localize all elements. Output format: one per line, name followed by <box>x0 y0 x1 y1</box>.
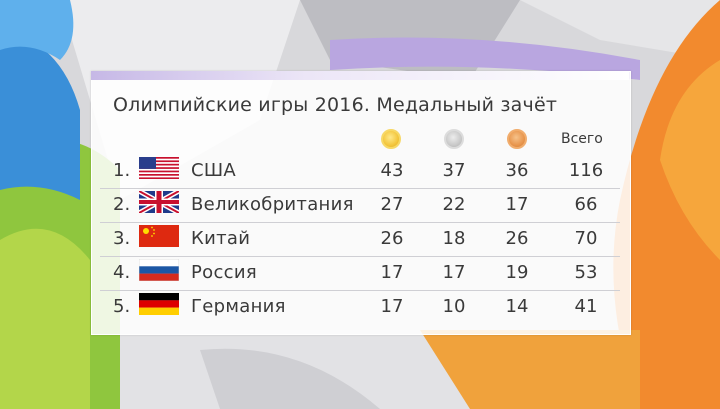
row-divider <box>100 256 620 257</box>
china-flag-icon <box>139 225 179 247</box>
rank: 1. <box>113 160 131 181</box>
country-name: Германия <box>191 296 286 317</box>
country-name: США <box>191 160 237 181</box>
russia-flag-icon <box>139 259 179 281</box>
bronze-count: 26 <box>505 228 529 249</box>
bronze-count: 36 <box>505 160 529 181</box>
table-row: 2. Великобритания 27 22 17 66 <box>0 191 720 228</box>
row-divider <box>100 290 620 291</box>
table-row: 1. США 43 37 36 116 <box>0 157 720 194</box>
silver-count: 10 <box>442 296 466 317</box>
bronze-count: 14 <box>505 296 529 317</box>
total-count: 70 <box>574 228 598 249</box>
gold-count: 17 <box>380 296 404 317</box>
row-divider <box>100 188 620 189</box>
gold-count: 26 <box>380 228 404 249</box>
gold-count: 27 <box>380 194 404 215</box>
country-name: Россия <box>191 262 257 283</box>
gold-medal-icon <box>381 129 401 149</box>
bronze-count: 17 <box>505 194 529 215</box>
total-count: 41 <box>574 296 598 317</box>
silver-count: 37 <box>442 160 466 181</box>
gold-count: 43 <box>380 160 404 181</box>
panel-accent-bar <box>91 71 629 80</box>
bronze-medal-icon <box>507 129 527 149</box>
medal-table-panel <box>91 71 631 335</box>
silver-count: 18 <box>442 228 466 249</box>
uk-flag-icon <box>139 191 179 213</box>
silver-count: 17 <box>442 262 466 283</box>
bronze-count: 19 <box>505 262 529 283</box>
total-count: 116 <box>568 160 604 181</box>
country-name: Великобритания <box>191 194 354 215</box>
gold-count: 17 <box>380 262 404 283</box>
table-row: 4. Россия 17 17 19 53 <box>0 259 720 296</box>
rank: 4. <box>113 262 131 283</box>
germany-flag-icon <box>139 293 179 315</box>
silver-count: 22 <box>442 194 466 215</box>
rank: 3. <box>113 228 131 249</box>
total-count: 53 <box>574 262 598 283</box>
total-count: 66 <box>574 194 598 215</box>
rank: 2. <box>113 194 131 215</box>
table-row: 3. Китай 26 18 26 70 <box>0 225 720 262</box>
total-column-header: Всего <box>561 131 603 147</box>
silver-medal-icon <box>444 129 464 149</box>
rank: 5. <box>113 296 131 317</box>
usa-flag-icon <box>139 157 179 179</box>
country-name: Китай <box>191 228 251 249</box>
table-title: Олимпийские игры 2016. Медальный зачёт <box>113 94 558 116</box>
table-row: 5. Германия 17 10 14 41 <box>0 293 720 330</box>
row-divider <box>100 222 620 223</box>
